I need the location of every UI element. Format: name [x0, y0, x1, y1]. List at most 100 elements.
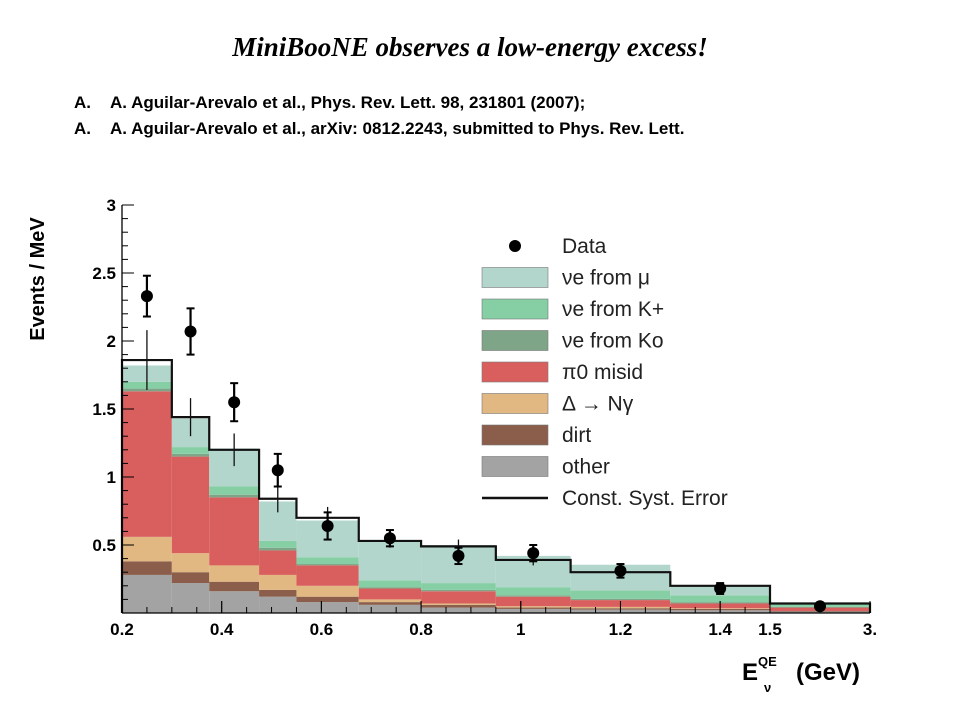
- bar-misid: [259, 550, 297, 575]
- legend-label: π0 misid: [562, 361, 643, 384]
- bar-dirt: [259, 589, 297, 597]
- x-tick-label: 0.2: [110, 620, 134, 639]
- x-tick-label: 1: [516, 620, 525, 639]
- bar-e-from-k: [570, 590, 671, 599]
- legend-swatch: [481, 361, 549, 383]
- bar-e-from-k0: [259, 547, 297, 551]
- x-tick-label: 0.6: [310, 620, 334, 639]
- legend-label: other: [562, 456, 610, 479]
- data-points: [140, 274, 826, 613]
- bar-e-from-k: [259, 540, 297, 548]
- reference-item: A. A. Aguilar-Arevalo et al., Phys. Rev. …: [74, 90, 684, 116]
- bar-other: [171, 583, 210, 613]
- bar-e-from-k: [209, 486, 260, 495]
- legend-label: Δ → Nγ: [562, 393, 634, 416]
- bar-dirt: [358, 602, 422, 605]
- bar-n: [296, 585, 359, 597]
- data-point: [321, 519, 334, 532]
- x-axis-label-sub: ν: [764, 680, 771, 695]
- legend-swatch: [481, 456, 549, 477]
- bar-misid: [421, 591, 496, 604]
- y-tick-label: 0.5: [92, 536, 116, 555]
- bar-e-from-k: [495, 587, 571, 596]
- data-point: [814, 600, 826, 613]
- x-tick-label: 1.4: [708, 620, 732, 639]
- bar-other: [421, 607, 496, 613]
- data-point: [140, 290, 153, 303]
- legend-swatch: [481, 393, 549, 414]
- legend-label: νe from μ: [562, 267, 650, 290]
- bar-dirt: [495, 607, 571, 609]
- legend-label: Const. Syst. Error: [562, 487, 728, 510]
- bar-misid: [171, 456, 210, 554]
- legend-swatch: [481, 330, 549, 351]
- bar-e-from-k0: [358, 587, 422, 589]
- stacked-bars: [122, 365, 870, 613]
- bar-misid: [209, 497, 260, 566]
- x-tick-label: 0.8: [409, 620, 433, 639]
- y-axis-label: Events / MeV: [27, 217, 49, 341]
- bar-n: [259, 574, 297, 590]
- data-point: [714, 582, 727, 595]
- legend-label: Data: [562, 235, 607, 258]
- y-tick-label: 3: [107, 196, 116, 215]
- legend-marker-data: [509, 240, 521, 252]
- reference-text: A. Aguilar-Arevalo et al., Phys. Rev. Le…: [110, 93, 586, 112]
- reference-label: A.: [74, 119, 91, 138]
- bar-e-from-k0: [122, 388, 172, 392]
- bar-e-from-k: [421, 583, 496, 590]
- bar-n: [171, 553, 210, 573]
- bar-other: [495, 608, 571, 613]
- reference-text: A. Aguilar-Arevalo et al., arXiv: 0812.2…: [110, 119, 685, 138]
- x-axis-label-unit: (GeV): [796, 659, 860, 686]
- x-axis-label-sup: QE: [758, 654, 777, 669]
- slide-title: MiniBooNE observes a low-energy excess!: [232, 32, 708, 62]
- bar-other: [296, 602, 359, 613]
- bar-other: [122, 574, 172, 613]
- legend-label: dirt: [562, 424, 591, 447]
- bar-dirt: [296, 596, 359, 603]
- reference-list: A. A. Aguilar-Arevalo et al., Phys. Rev. …: [74, 90, 684, 142]
- bar-e-from-k: [670, 595, 770, 603]
- bar-other: [770, 611, 870, 613]
- x-axis-label: EQE ν (GeV): [742, 654, 860, 695]
- axes: 0.5 1 1.5 2 2.5 3 0.2 0.4 0.6 0.8 1 1.2 1.4 1.5 3. Even…: [27, 196, 877, 695]
- data-point: [184, 325, 197, 338]
- legend: Data νe from μ νe from K+ νe from Ko π0 misi…: [481, 235, 728, 510]
- legend-label: νe from K+: [562, 298, 664, 321]
- reference-item: A. A. Aguilar-Arevalo et al., arXiv: 0812…: [74, 116, 684, 142]
- legend-swatch: [481, 267, 549, 288]
- data-point: [527, 547, 540, 560]
- bar-dirt: [122, 561, 172, 575]
- y-tick-label: 2: [107, 332, 116, 351]
- bar-misid: [296, 565, 359, 586]
- x-axis-label-main: E: [742, 659, 758, 686]
- bar-misid: [358, 588, 422, 600]
- bar-e-from-k0: [570, 598, 671, 601]
- bar-misid: [122, 391, 172, 537]
- bar-dirt: [209, 581, 260, 592]
- y-tick-label: 2.5: [92, 264, 116, 283]
- bar-n: [358, 599, 422, 603]
- y-tick-label: 1: [107, 468, 116, 487]
- bar-e-from-k0: [421, 589, 496, 592]
- data-point: [383, 532, 396, 545]
- bar-n: [122, 536, 172, 562]
- bar-e-from-k0: [171, 453, 210, 457]
- x-tick-label: 0.4: [210, 620, 234, 639]
- bar-misid: [495, 596, 571, 607]
- legend-swatch: [481, 424, 549, 446]
- bar-e-from-k: [171, 447, 210, 454]
- bar-e-from-k: [358, 580, 422, 588]
- bar-n: [421, 603, 496, 605]
- bar-e-from-k0: [209, 494, 260, 498]
- bar-other: [358, 604, 422, 613]
- data-point: [614, 564, 627, 577]
- bar-other: [259, 596, 297, 613]
- y-tick-label: 1.5: [92, 400, 116, 419]
- bar-dirt: [421, 604, 496, 608]
- data-point: [271, 464, 284, 477]
- bar-n: [495, 606, 571, 608]
- data-point: [452, 549, 465, 562]
